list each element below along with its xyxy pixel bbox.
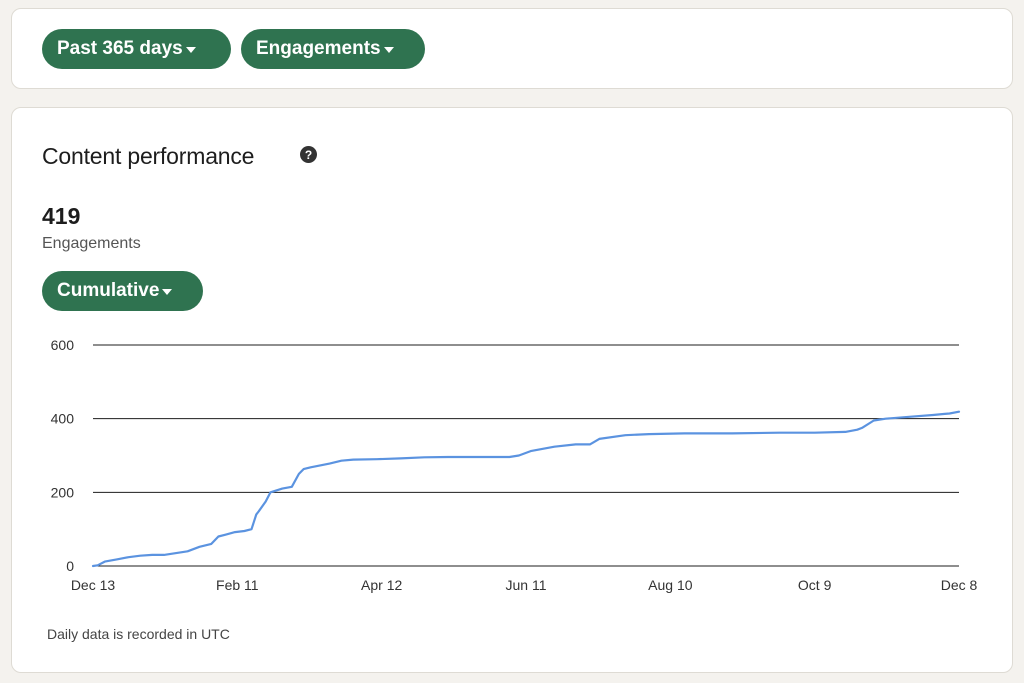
- section-title: Content performance: [42, 143, 255, 169]
- metric-label: Engagements: [256, 38, 381, 59]
- y-tick-label: 600: [51, 337, 75, 353]
- content-performance-card: Content performance ? 419 Engagements Cu…: [11, 107, 1013, 673]
- chart-mode-label: Cumulative: [57, 280, 160, 301]
- caret-down-icon: [162, 288, 173, 295]
- caret-down-icon: [383, 46, 394, 53]
- x-tick-label: Oct 9: [798, 577, 832, 593]
- total-engagements-label: Engagements: [42, 235, 141, 252]
- chart-mode-dropdown[interactable]: Cumulative: [42, 271, 203, 311]
- x-tick-label: Dec 8: [941, 577, 978, 593]
- x-tick-label: Apr 12: [361, 577, 402, 593]
- y-tick-label: 400: [51, 411, 75, 427]
- total-engagements-value: 419: [42, 203, 81, 229]
- x-tick-label: Feb 11: [216, 577, 259, 593]
- date-range-dropdown[interactable]: Past 365 days: [42, 29, 231, 69]
- x-tick-label: Dec 13: [71, 577, 116, 593]
- caret-down-icon: [185, 46, 196, 53]
- x-tick-label: Jun 11: [506, 577, 547, 593]
- y-tick-label: 200: [51, 484, 75, 500]
- date-range-label: Past 365 days: [57, 38, 183, 59]
- x-tick-label: Aug 10: [648, 577, 693, 593]
- filter-bar: Past 365 days Engagements: [11, 8, 1013, 89]
- y-tick-label: 0: [66, 558, 74, 574]
- engagements-line-chart: 0 200 400 600 Dec 13 Feb 11 Apr 12 Jun 11 Aug 10…: [51, 337, 978, 593]
- cumulative-engagements-line: [91, 410, 961, 568]
- metric-dropdown[interactable]: Engagements: [241, 29, 425, 69]
- utc-footnote: Daily data is recorded in UTC: [47, 626, 230, 642]
- help-icon[interactable]: ?: [300, 146, 317, 163]
